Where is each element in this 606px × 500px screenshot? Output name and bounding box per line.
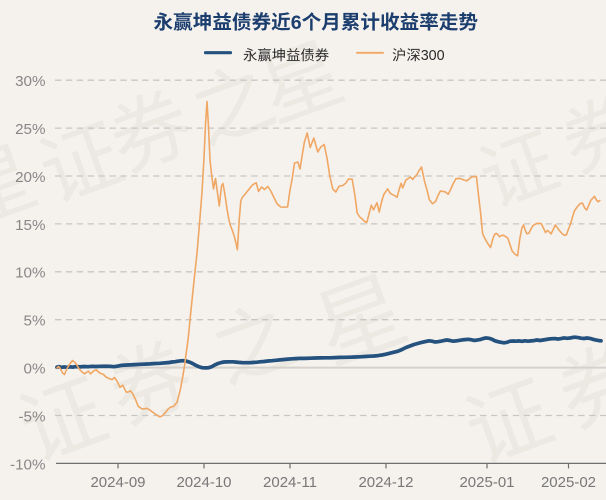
- svg-text:0%: 0%: [24, 361, 46, 378]
- svg-text:2024-11: 2024-11: [263, 474, 317, 491]
- svg-text:5%: 5%: [24, 313, 46, 330]
- svg-text:2025-02: 2025-02: [541, 474, 596, 491]
- svg-text:25%: 25%: [15, 121, 45, 138]
- svg-text:300: 300: [421, 48, 445, 64]
- svg-text:-10%: -10%: [10, 456, 45, 473]
- svg-text:30%: 30%: [15, 73, 45, 90]
- svg-text:2024-09: 2024-09: [90, 474, 145, 491]
- svg-text:2025-01: 2025-01: [459, 474, 514, 491]
- svg-text:6: 6: [291, 12, 302, 34]
- svg-text:2024-12: 2024-12: [358, 474, 413, 491]
- svg-text:2024-10: 2024-10: [176, 474, 231, 491]
- svg-text:-5%: -5%: [18, 408, 45, 425]
- svg-text:10%: 10%: [15, 265, 45, 282]
- svg-text:20%: 20%: [15, 169, 45, 186]
- svg-text:15%: 15%: [15, 217, 45, 234]
